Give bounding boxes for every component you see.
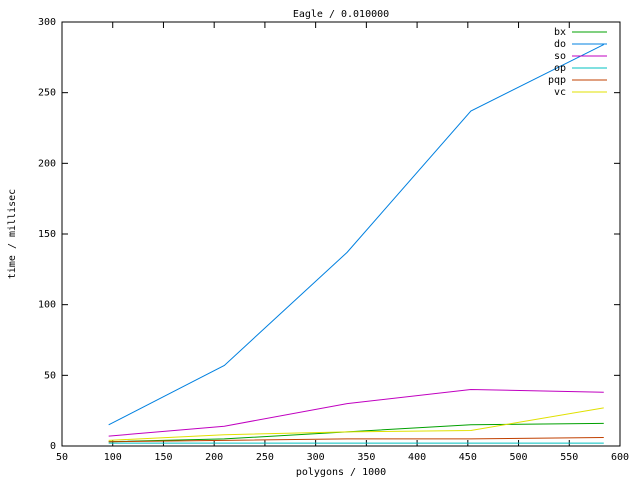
legend-label: pqp [548,75,566,86]
x-axis-label: polygons / 1000 [296,467,386,478]
x-tick-label: 450 [459,452,477,463]
x-tick-label: 600 [611,452,629,463]
x-tick-label: 50 [56,452,68,463]
y-tick-label: 150 [38,229,56,240]
x-tick-label: 300 [307,452,325,463]
x-tick-label: 500 [510,452,528,463]
x-tick-label: 400 [408,452,426,463]
series-line [108,388,604,437]
series-line [108,407,604,441]
x-tick-label: 350 [357,452,375,463]
y-tick-label: 200 [38,158,56,169]
x-tick-label: 250 [256,452,274,463]
x-tick-label: 150 [154,452,172,463]
series-line [108,437,604,443]
plot-border [61,21,621,447]
legend-label: vc [554,87,566,98]
legend-label: so [554,51,566,62]
legend-label: op [554,63,566,74]
legend-label: bx [554,27,566,38]
y-tick-label: 250 [38,88,56,99]
y-tick-label: 50 [44,370,56,381]
y-tick-label: 0 [50,441,56,452]
x-tick-label: 100 [104,452,122,463]
x-tick-label: 550 [560,452,578,463]
legend-label: do [554,39,566,50]
y-tick-label: 300 [38,17,56,28]
series-line [108,44,604,426]
x-tick-label: 200 [205,452,223,463]
chart-title: Eagle / 0.010000 [293,9,389,20]
y-axis-label: time / millisec [7,189,18,279]
y-tick-label: 100 [38,300,56,311]
